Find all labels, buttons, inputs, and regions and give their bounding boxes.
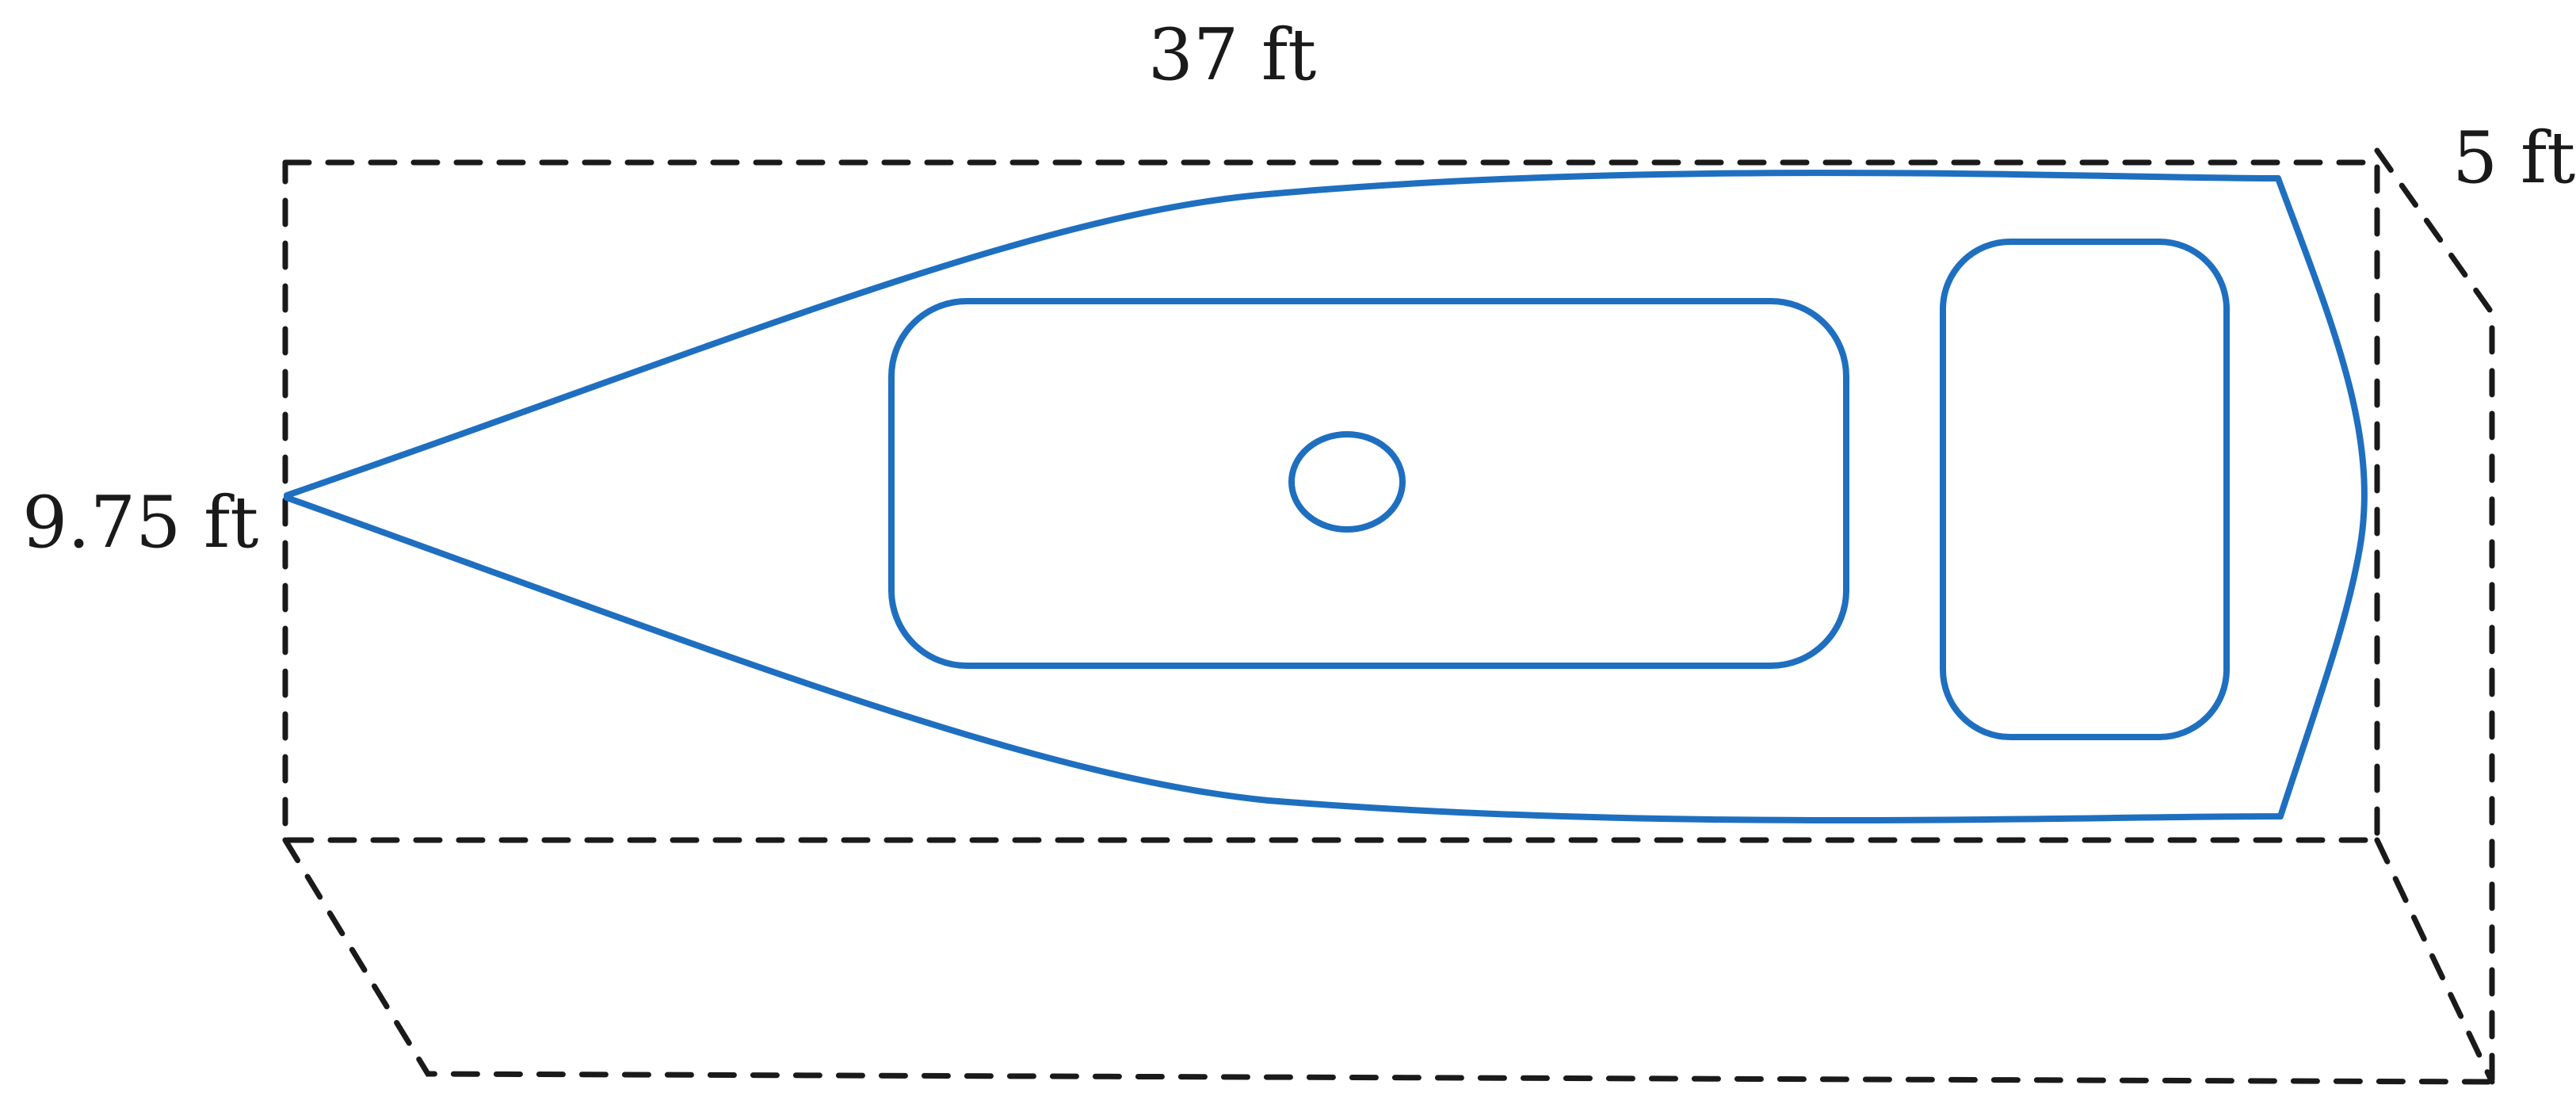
boat (284, 170, 2368, 823)
cockpit-hatch (888, 298, 1849, 669)
bounding-box (282, 147, 2495, 1085)
length-label: 37 ft (1148, 13, 1317, 97)
box-bottom-depth-edge (282, 837, 2495, 1085)
mast-hole (1288, 431, 1406, 533)
cabin-hatch (1940, 239, 2230, 740)
boat-hull (284, 170, 2368, 823)
box-right-depth-edge (2374, 147, 2495, 1085)
box-front-corner-edge (2374, 837, 2495, 1085)
width-label: 9.75 ft (22, 481, 258, 564)
box-top-face (282, 159, 2380, 843)
height-label: 5 ft (2452, 117, 2575, 200)
